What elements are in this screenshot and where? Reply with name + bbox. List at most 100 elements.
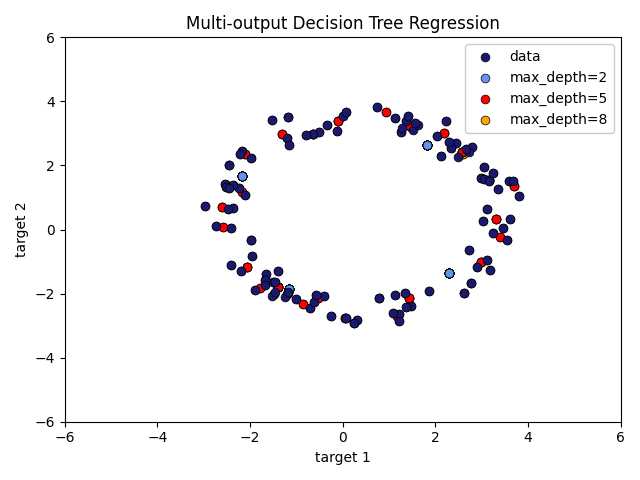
max_depth=5 bbox=[476, 258, 486, 266]
data bbox=[467, 143, 477, 151]
data bbox=[374, 294, 384, 302]
max_depth=8 bbox=[478, 217, 488, 225]
max_depth=8 bbox=[226, 261, 236, 269]
max_depth=5 bbox=[243, 263, 253, 271]
max_depth=2 bbox=[444, 269, 454, 277]
max_depth=8 bbox=[406, 124, 416, 132]
max_depth=8 bbox=[220, 180, 230, 188]
data bbox=[234, 184, 244, 192]
max_depth=5 bbox=[495, 233, 505, 240]
max_depth=8 bbox=[436, 152, 446, 160]
max_depth=2 bbox=[422, 141, 432, 148]
max_depth=8 bbox=[458, 151, 468, 158]
data bbox=[235, 150, 245, 158]
max_depth=5 bbox=[277, 131, 287, 138]
max_depth=8 bbox=[260, 276, 270, 284]
max_depth=5 bbox=[495, 233, 505, 240]
max_depth=2 bbox=[422, 141, 432, 148]
data bbox=[227, 181, 237, 189]
max_depth=2 bbox=[444, 269, 454, 277]
max_depth=8 bbox=[476, 174, 486, 181]
max_depth=8 bbox=[246, 154, 257, 162]
data bbox=[246, 236, 256, 244]
max_depth=8 bbox=[301, 132, 311, 139]
data bbox=[424, 287, 434, 295]
max_depth=2 bbox=[284, 285, 294, 293]
max_depth=8 bbox=[282, 290, 292, 298]
max_depth=2 bbox=[444, 269, 454, 277]
max_depth=5 bbox=[308, 130, 318, 138]
max_depth=5 bbox=[404, 295, 414, 302]
data bbox=[478, 217, 488, 225]
max_depth=2 bbox=[237, 172, 248, 180]
max_depth=5 bbox=[404, 295, 414, 302]
max_depth=2 bbox=[237, 172, 248, 180]
max_depth=8 bbox=[225, 224, 236, 232]
data bbox=[351, 316, 362, 324]
max_depth=5 bbox=[223, 182, 233, 190]
max_depth=2 bbox=[237, 172, 248, 180]
data bbox=[200, 202, 210, 209]
max_depth=5 bbox=[283, 113, 293, 120]
max_depth=8 bbox=[467, 143, 477, 151]
max_depth=2 bbox=[284, 285, 294, 293]
max_depth=2 bbox=[237, 172, 248, 180]
max_depth=2 bbox=[237, 172, 248, 180]
max_depth=5 bbox=[404, 121, 414, 129]
data bbox=[372, 103, 382, 110]
max_depth=5 bbox=[237, 188, 247, 195]
data bbox=[280, 293, 290, 301]
max_depth=8 bbox=[235, 150, 245, 158]
max_depth=2 bbox=[422, 141, 432, 148]
data bbox=[260, 276, 270, 284]
max_depth=8 bbox=[308, 298, 319, 306]
max_depth=8 bbox=[406, 124, 416, 132]
data bbox=[515, 192, 525, 199]
max_depth=2 bbox=[284, 285, 294, 293]
max_depth=5 bbox=[404, 121, 414, 129]
max_depth=8 bbox=[504, 177, 514, 185]
Legend: data, max_depth=2, max_depth=5, max_depth=8: data, max_depth=2, max_depth=5, max_dept… bbox=[465, 44, 614, 132]
data bbox=[338, 112, 348, 120]
max_depth=2 bbox=[422, 141, 432, 148]
max_depth=8 bbox=[270, 278, 280, 286]
max_depth=5 bbox=[223, 182, 233, 190]
max_depth=8 bbox=[221, 183, 232, 191]
max_depth=5 bbox=[438, 129, 449, 137]
data bbox=[479, 175, 490, 182]
max_depth=8 bbox=[283, 113, 293, 120]
max_depth=8 bbox=[261, 270, 271, 278]
data bbox=[446, 144, 456, 152]
max_depth=5 bbox=[466, 279, 476, 287]
max_depth=2 bbox=[444, 269, 454, 277]
max_depth=8 bbox=[388, 309, 398, 317]
data bbox=[413, 121, 423, 129]
max_depth=8 bbox=[505, 216, 515, 223]
max_depth=8 bbox=[394, 311, 404, 318]
data bbox=[408, 126, 418, 134]
max_depth=8 bbox=[291, 295, 301, 303]
max_depth=2 bbox=[237, 172, 248, 180]
data bbox=[349, 320, 359, 327]
max_depth=8 bbox=[326, 312, 336, 320]
max_depth=8 bbox=[223, 161, 234, 169]
data bbox=[305, 304, 316, 312]
max_depth=8 bbox=[282, 134, 292, 142]
max_depth=5 bbox=[217, 204, 227, 211]
data bbox=[226, 261, 236, 269]
max_depth=8 bbox=[479, 175, 490, 182]
max_depth=8 bbox=[240, 191, 250, 199]
max_depth=5 bbox=[491, 216, 501, 223]
max_depth=5 bbox=[333, 117, 343, 125]
max_depth=8 bbox=[440, 117, 451, 125]
data bbox=[225, 224, 236, 232]
max_depth=2 bbox=[422, 141, 432, 148]
data bbox=[505, 216, 515, 223]
max_depth=8 bbox=[400, 289, 410, 297]
max_depth=2 bbox=[284, 285, 294, 293]
max_depth=2 bbox=[422, 141, 432, 148]
max_depth=2 bbox=[284, 285, 294, 293]
max_depth=8 bbox=[424, 287, 434, 295]
max_depth=5 bbox=[484, 176, 495, 184]
data bbox=[240, 191, 250, 199]
